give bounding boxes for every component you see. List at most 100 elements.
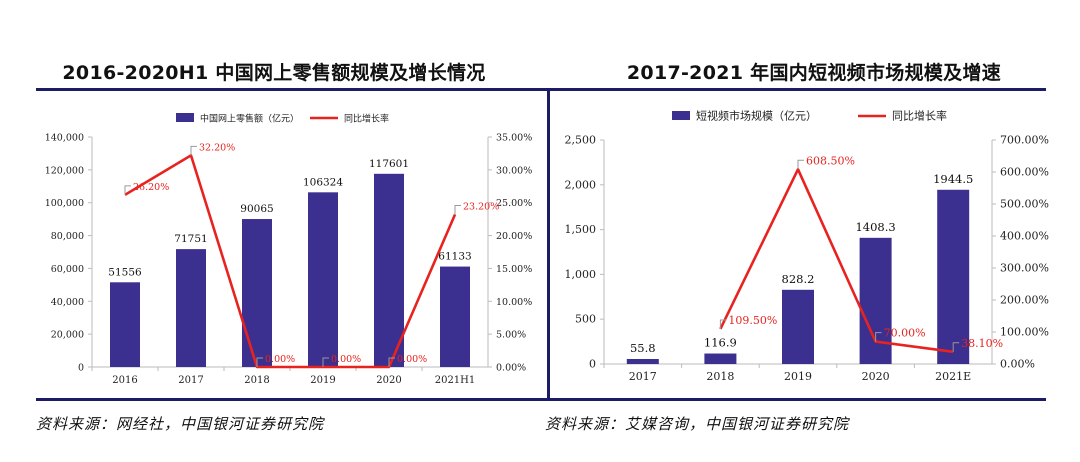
bar-value-label: 90065 [240, 203, 273, 215]
x-tick-label: 2018 [244, 375, 269, 386]
bottom-divider [36, 398, 1046, 401]
line-value-label: 0.00% [397, 354, 427, 365]
right-tick-label: 0.00% [1000, 358, 1035, 371]
bar [308, 192, 338, 367]
x-tick-label: 2016 [112, 375, 137, 386]
left-tick-label: 2,500 [565, 134, 597, 147]
bar-value-label: 106324 [303, 176, 343, 188]
right-tick-label: 35.00% [496, 133, 532, 144]
line-label-leader [454, 205, 461, 215]
bar [176, 249, 206, 367]
line-label-leader [256, 357, 263, 367]
x-tick-label: 2021H1 [435, 375, 476, 386]
right-tick-label: 300.00% [1000, 262, 1049, 275]
x-tick-label: 2017 [178, 375, 203, 386]
line-value-label: 23.20% [463, 202, 499, 213]
legend-bar-label: 短视频市场规模（亿元） [696, 109, 817, 123]
right-tick-label: 500.00% [1000, 198, 1049, 211]
bar [937, 189, 970, 364]
right-source-note: 资料来源：艾媒咨询，中国银河证券研究院 [545, 415, 850, 433]
right-tick-label: 20.00% [496, 231, 532, 242]
line-value-label: 0.00% [265, 354, 295, 365]
bar-value-label: 1944.5 [933, 172, 973, 186]
line-label-leader [875, 332, 882, 342]
left-tick-label: 0 [78, 363, 84, 374]
right-tick-label: 400.00% [1000, 230, 1049, 243]
left-tick-label: 1,500 [565, 223, 597, 236]
growth-rate-line [124, 154, 457, 369]
bar-value-label: 828.2 [782, 272, 815, 286]
line-value-label: 109.50% [728, 314, 777, 327]
left-tick-label: 0 [589, 358, 596, 371]
bar [782, 289, 814, 364]
line-label-leader [124, 185, 131, 195]
left-tick-label: 120,000 [45, 165, 84, 176]
right-chart: 0 500 1,000 1,500 2,000 2,500 0.00% 100.00% 200.… [565, 109, 1049, 384]
right-chart-title: 2017-2021 年国内短视频市场规模及增速 [626, 62, 1002, 84]
line-label-leader [719, 319, 727, 329]
legend-bar-swatch [672, 111, 690, 120]
line-label-leader [388, 357, 395, 367]
right-tick-label: 0.00% [496, 363, 526, 374]
left-tick-label: 2,000 [565, 178, 597, 191]
bar [242, 219, 272, 367]
bar-value-label: 61133 [438, 251, 471, 263]
left-tick-label: 60,000 [51, 264, 84, 275]
left-chart-panel: 2016-2020H1 中国网上零售额规模及增长情况 0 20,000 40,000… [0, 0, 548, 400]
right-tick-label: 200.00% [1000, 294, 1049, 307]
x-tick-label: 2019 [310, 375, 335, 386]
right-tick-label: 5.00% [496, 330, 526, 341]
growth-rate-line [719, 167, 954, 354]
x-tick-label: 2020 [862, 370, 890, 383]
legend-line-label: 同比增长率 [344, 113, 389, 125]
line-label-leader [322, 357, 329, 367]
legend-bar-swatch [176, 113, 194, 122]
right-tick-label: 10.00% [496, 297, 532, 308]
bar [859, 237, 892, 364]
legend-bar-label: 中国网上零售额（亿元） [200, 113, 299, 125]
left-tick-label: 100,000 [45, 198, 84, 209]
x-tick-label: 2018 [706, 370, 734, 383]
line-value-label: 32.20% [199, 142, 235, 153]
left-tick-label: 80,000 [51, 231, 84, 242]
middle-divider [547, 90, 550, 400]
bar [704, 353, 737, 364]
top-divider [36, 88, 1046, 91]
line-label-leader [952, 342, 960, 352]
bar-value-label: 116.9 [704, 336, 737, 350]
right-tick-label: 30.00% [496, 165, 532, 176]
bar [374, 173, 404, 367]
legend-line-label: 同比增长率 [892, 109, 947, 123]
right-tick-label: 100.00% [1000, 326, 1049, 339]
left-tick-label: 1,000 [565, 268, 597, 281]
x-tick-label: 2017 [629, 370, 657, 383]
right-tick-label: 25.00% [496, 198, 532, 209]
line-value-label: 26.20% [133, 182, 169, 193]
x-tick-label: 2019 [784, 370, 812, 383]
line-label-leader [797, 159, 804, 170]
line-label-leader [190, 145, 197, 156]
x-tick-label: 2020 [376, 375, 401, 386]
line-value-label: 0.00% [331, 354, 361, 365]
bar-value-label: 55.8 [630, 341, 656, 355]
x-tick-label: 2021E [935, 370, 971, 383]
right-tick-label: 600.00% [1000, 166, 1049, 179]
left-tick-label: 140,000 [45, 133, 84, 144]
left-source-note: 资料来源：网经社，中国银河证券研究院 [36, 415, 325, 433]
line-value-label: 70.00% [884, 327, 926, 340]
bar [440, 266, 470, 367]
right-chart-panel: 2017-2021 年国内短视频市场规模及增速 0 500 1,000 1,500 2,… [548, 0, 1080, 400]
left-tick-label: 40,000 [51, 297, 84, 308]
line-value-label: 38.10% [961, 337, 1003, 350]
line-value-label: 608.50% [806, 154, 855, 167]
bar [110, 282, 140, 367]
bar-value-label: 51556 [108, 266, 142, 278]
left-tick-label: 20,000 [51, 330, 84, 341]
left-chart: 0 20,000 40,000 60,000 80,000 100,000 120,000 1… [45, 113, 533, 387]
left-chart-title: 2016-2020H1 中国网上零售额规模及增长情况 [62, 62, 486, 84]
right-tick-label: 700.00% [1000, 134, 1049, 147]
bar-value-label: 71751 [174, 233, 207, 245]
bar-value-label: 117601 [369, 158, 409, 170]
bar [626, 359, 659, 364]
right-tick-label: 15.00% [496, 264, 532, 275]
